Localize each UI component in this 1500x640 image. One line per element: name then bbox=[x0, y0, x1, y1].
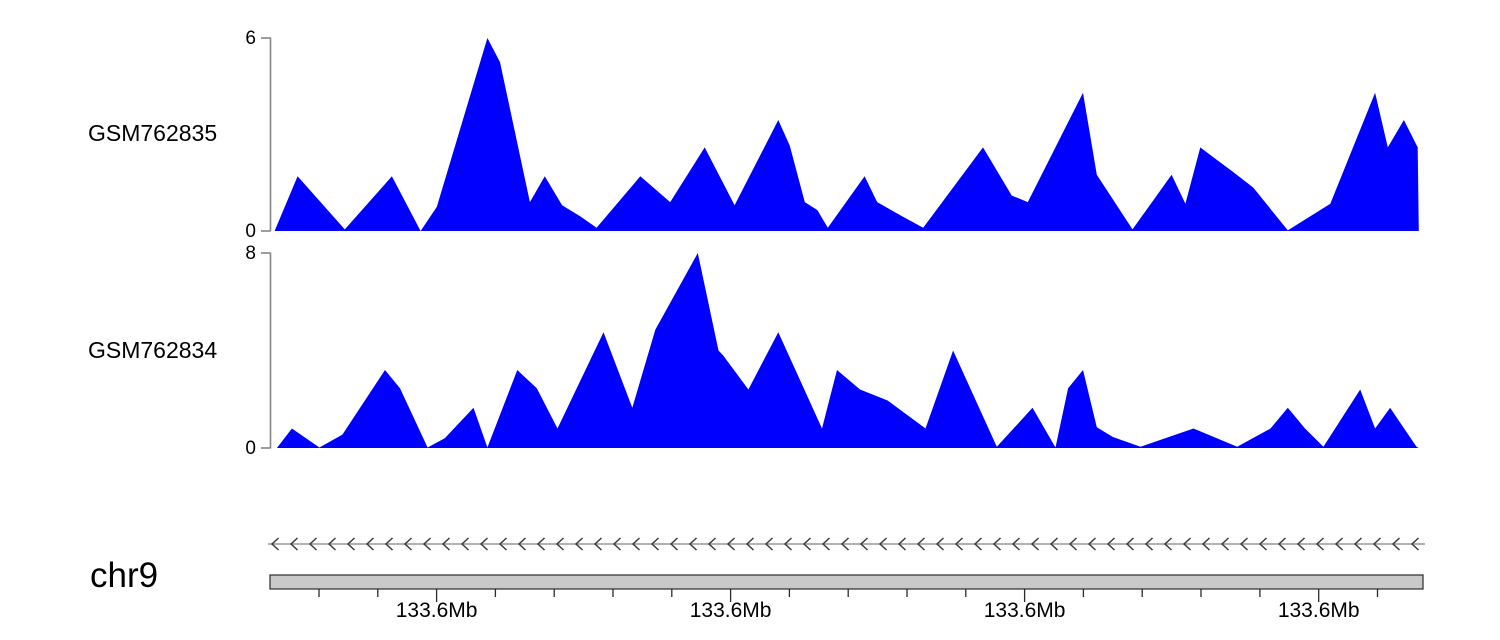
strand-arrow-left-icon bbox=[1106, 537, 1116, 551]
strand-arrow-left-icon bbox=[802, 537, 812, 551]
strand-arrow-left-icon bbox=[1087, 537, 1097, 551]
strand-arrow-left-icon bbox=[327, 537, 337, 551]
strand-arrow-left-icon bbox=[878, 537, 888, 551]
strand-arrow-left-icon bbox=[384, 537, 394, 551]
strand-arrow-left-icon bbox=[916, 537, 926, 551]
strand-arrow-left-icon bbox=[897, 537, 907, 551]
strand-arrow-left-icon bbox=[707, 537, 717, 551]
strand-arrow-left-icon bbox=[365, 537, 375, 551]
strand-arrow-left-icon bbox=[1410, 537, 1420, 551]
axis-position-label: 133.6Mb bbox=[1277, 599, 1360, 622]
strand-arrow-left-icon bbox=[1277, 537, 1287, 551]
strand-arrow-left-icon bbox=[346, 537, 356, 551]
strand-arrow-left-icon bbox=[1049, 537, 1059, 551]
strand-arrow-left-icon bbox=[1239, 537, 1249, 551]
strand-arrow-left-icon bbox=[289, 537, 299, 551]
strand-arrow-left-icon bbox=[1201, 537, 1211, 551]
axis-position-label: 133.6Mb bbox=[689, 599, 772, 622]
strand-arrow-left-icon bbox=[973, 537, 983, 551]
strand-arrow-left-icon bbox=[536, 537, 546, 551]
strand-arrow-left-icon bbox=[1296, 537, 1306, 551]
strand-arrow-left-icon bbox=[669, 537, 679, 551]
strand-arrow-left-icon bbox=[859, 537, 869, 551]
strand-arrow-left-icon bbox=[498, 537, 508, 551]
strand-arrow-left-icon bbox=[840, 537, 850, 551]
track-label-gsm762834: GSM762834 bbox=[88, 337, 218, 363]
strand-arrow-left-icon bbox=[1315, 537, 1325, 551]
track1-ymax-label: 6 bbox=[245, 28, 256, 49]
strand-arrow-left-icon bbox=[1220, 537, 1230, 551]
strand-arrow-left-icon bbox=[783, 537, 793, 551]
strand-arrow-left-icon bbox=[517, 537, 527, 551]
strand-arrow-left-icon bbox=[460, 537, 470, 551]
strand-arrow-left-icon bbox=[821, 537, 831, 551]
strand-arrow-left-icon bbox=[745, 537, 755, 551]
strand-arrow-left-icon bbox=[441, 537, 451, 551]
strand-arrow-left-icon bbox=[726, 537, 736, 551]
strand-arrow-left-icon bbox=[935, 537, 945, 551]
strand-arrow-left-icon bbox=[1163, 537, 1173, 551]
strand-arrow-left-icon bbox=[555, 537, 565, 551]
axis-position-label: 133.6Mb bbox=[983, 599, 1066, 622]
strand-arrow-left-icon bbox=[1068, 537, 1078, 551]
strand-arrow-left-icon bbox=[1334, 537, 1344, 551]
strand-arrow-left-icon bbox=[688, 537, 698, 551]
strand-arrow-left-icon bbox=[593, 537, 603, 551]
strand-arrow-left-icon bbox=[1011, 537, 1021, 551]
track2-ymin-label: 0 bbox=[245, 438, 256, 459]
strand-arrow-left-icon bbox=[1125, 537, 1135, 551]
strand-arrow-left-icon bbox=[422, 537, 432, 551]
strand-arrow-left-icon bbox=[479, 537, 489, 551]
strand-arrow-left-icon bbox=[631, 537, 641, 551]
strand-arrow-left-icon bbox=[308, 537, 318, 551]
axis-position-label: 133.6Mb bbox=[395, 599, 478, 622]
chromosome-axis-bar bbox=[269, 574, 1424, 590]
strand-arrow-left-icon bbox=[1353, 537, 1363, 551]
strand-arrow-left-icon bbox=[1144, 537, 1154, 551]
track1-ymin-label: 0 bbox=[245, 221, 256, 242]
strand-arrow-left-icon bbox=[270, 537, 280, 551]
strand-arrow-left-icon bbox=[764, 537, 774, 551]
strand-arrow-left-icon bbox=[574, 537, 584, 551]
track-label-gsm762835: GSM762835 bbox=[88, 120, 218, 146]
strand-arrow-left-icon bbox=[992, 537, 1002, 551]
strand-arrow-left-icon bbox=[650, 537, 660, 551]
strand-arrow-left-icon bbox=[954, 537, 964, 551]
strand-arrow-left-icon bbox=[1030, 537, 1040, 551]
coverage-area-gsm762834 bbox=[276, 253, 1419, 448]
strand-arrow-left-icon bbox=[1372, 537, 1382, 551]
strand-arrow-left-icon bbox=[1182, 537, 1192, 551]
chromosome-label: chr9 bbox=[90, 556, 159, 595]
track2-ymax-label: 8 bbox=[245, 243, 256, 264]
strand-arrow-left-icon bbox=[612, 537, 622, 551]
strand-arrow-left-icon bbox=[1391, 537, 1401, 551]
coverage-area-gsm762835 bbox=[274, 38, 1419, 231]
strand-arrow-left-icon bbox=[1258, 537, 1268, 551]
strand-arrow-left-icon bbox=[403, 537, 413, 551]
